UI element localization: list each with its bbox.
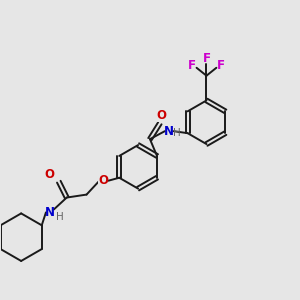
Text: H: H	[173, 128, 181, 138]
Text: N: N	[164, 125, 174, 138]
Text: F: F	[202, 52, 211, 65]
Text: F: F	[188, 59, 196, 72]
Text: O: O	[44, 168, 54, 181]
Text: N: N	[45, 206, 55, 219]
Text: H: H	[56, 212, 64, 222]
Text: O: O	[98, 174, 108, 187]
Text: O: O	[157, 109, 167, 122]
Text: F: F	[217, 59, 225, 72]
